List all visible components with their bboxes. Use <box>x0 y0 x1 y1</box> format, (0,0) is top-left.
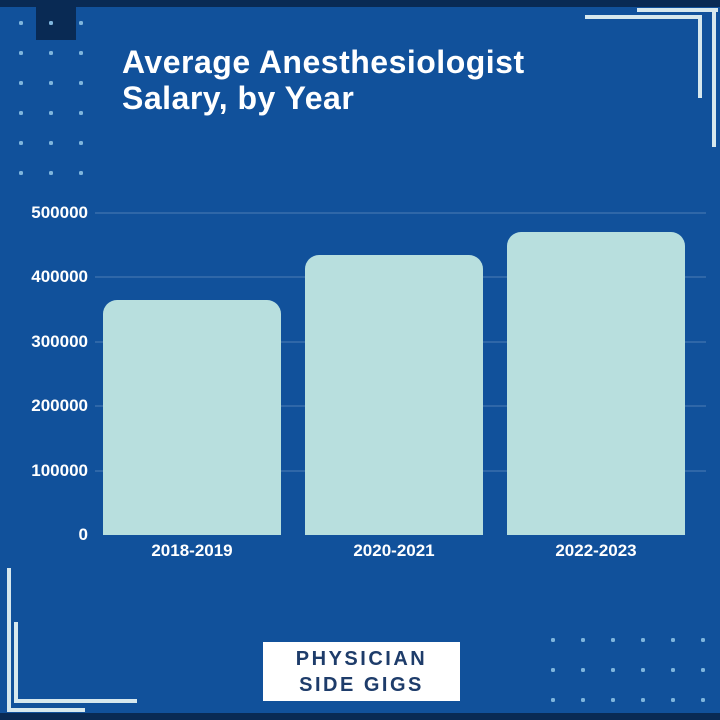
decorative-dot <box>671 638 675 642</box>
y-axis-tick-label: 0 <box>78 525 88 544</box>
decorative-dot <box>641 638 645 642</box>
decorative-dot <box>49 141 53 145</box>
decorative-dot <box>581 638 585 642</box>
decorative-dot <box>79 21 83 25</box>
decorative-dot <box>19 21 23 25</box>
y-axis-tick-label: 300000 <box>31 331 88 351</box>
y-axis-tick-label: 100000 <box>31 460 88 480</box>
bar-2022-2023 <box>507 232 685 535</box>
decorative-dot <box>19 111 23 115</box>
decorative-dot <box>49 171 53 175</box>
decorative-dot <box>581 698 585 702</box>
decorative-dot <box>701 668 705 672</box>
decorative-dot <box>49 21 53 25</box>
corner-bracket-top-right-inner-horizontal <box>585 15 702 19</box>
decorative-dot <box>611 668 615 672</box>
bar-2020-2021 <box>305 254 483 535</box>
decorative-dot <box>19 141 23 145</box>
gridline-500000 <box>95 212 706 214</box>
corner-bracket-top-right-outer-vertical <box>712 8 716 147</box>
corner-bracket-bottom-left-inner-vertical <box>14 622 18 703</box>
decorative-dot <box>551 638 555 642</box>
decorative-dot <box>79 171 83 175</box>
corner-bracket-bottom-left-inner-horizontal <box>14 699 137 703</box>
corner-bracket-top-right-outer-horizontal <box>637 8 718 12</box>
decorative-dot <box>79 81 83 85</box>
decorative-dot <box>79 111 83 115</box>
x-axis-tick-label: 2018-2019 <box>151 541 233 560</box>
y-axis-tick-label: 400000 <box>31 267 88 287</box>
decorative-dot <box>49 51 53 55</box>
top-navy-band <box>0 0 720 7</box>
decorative-dot <box>49 81 53 85</box>
decorative-dot <box>79 141 83 145</box>
chart-title: Average Anesthesiologist Salary, by Year <box>122 44 682 116</box>
y-axis-tick-label: 500000 <box>31 203 88 222</box>
corner-bracket-bottom-left-outer-horizontal <box>7 708 85 712</box>
decorative-dot <box>671 668 675 672</box>
decorative-dot <box>611 698 615 702</box>
decorative-dot <box>581 668 585 672</box>
decorative-dot <box>641 668 645 672</box>
decorative-dot <box>551 668 555 672</box>
decorative-dot <box>19 171 23 175</box>
decorative-dot <box>19 81 23 85</box>
decorative-dot <box>49 111 53 115</box>
decorative-dot <box>19 51 23 55</box>
y-axis-tick-label: 200000 <box>31 396 88 416</box>
corner-bracket-bottom-left-outer-vertical <box>7 568 11 712</box>
corner-bracket-top-right-inner-vertical <box>698 15 702 98</box>
logo-line1: PHYSICIAN <box>295 647 428 670</box>
decorative-dot <box>641 698 645 702</box>
chart-title-line1: Average Anesthesiologist <box>122 44 525 80</box>
logo-line2: SIDE GIGS <box>299 673 424 696</box>
bottom-navy-band <box>0 713 720 720</box>
x-axis-tick-label: 2020-2021 <box>353 541 435 560</box>
decorative-dot <box>611 638 615 642</box>
decorative-dot <box>701 698 705 702</box>
decorative-dot <box>671 698 675 702</box>
decorative-dot <box>701 638 705 642</box>
chart-title-line2: Salary, by Year <box>122 80 355 116</box>
top-left-navy-square <box>36 0 76 40</box>
decorative-dot <box>79 51 83 55</box>
decorative-dot <box>551 698 555 702</box>
physician-side-gigs-logo: PHYSICIAN SIDE GIGS <box>263 642 460 701</box>
x-axis-tick-label: 2022-2023 <box>555 541 637 560</box>
bar-2018-2019 <box>103 299 281 535</box>
